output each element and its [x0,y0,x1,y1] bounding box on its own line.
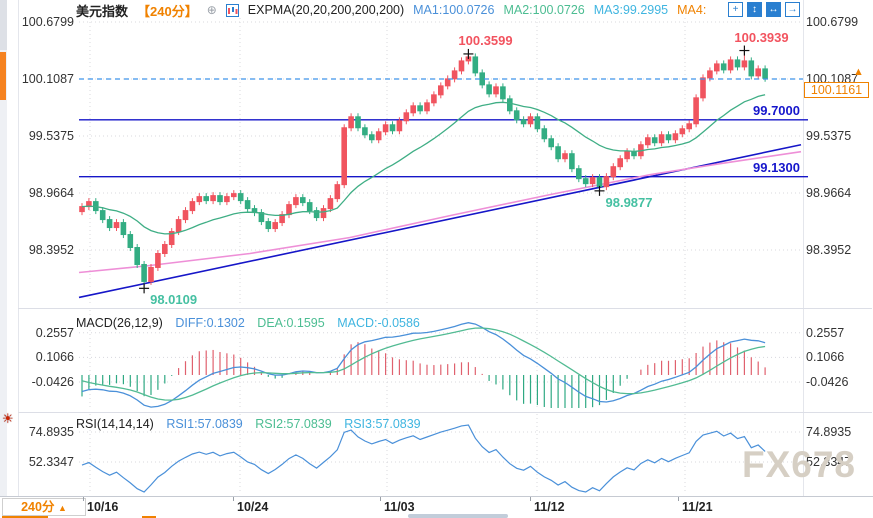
price-tick-label: 100.6799 [21,15,74,29]
rsi2-value: RSI2:57.0839 [255,417,332,431]
macd-tick-label: 0.2557 [35,325,74,340]
date-label: 11/12 [534,500,565,514]
scroll-marker [142,516,156,518]
ma3-value: MA3:99.2995 [593,3,669,17]
indicator-name: EXPMA(20,20,200,200,200) [247,3,405,17]
price-tick-label: 98.3952 [806,242,852,257]
date-tick [380,497,381,501]
macd-tick-label: -0.0426 [31,375,74,390]
price-tick-label: 98.9664 [806,185,852,200]
date-label: 10/24 [237,500,269,514]
date-tick [530,497,531,501]
price-tick-label: 99.5375 [806,129,852,143]
price-tick-label: 100.1087 [21,72,74,86]
date-tick [678,497,679,501]
macd-dea-value: DEA:0.1595 [257,316,325,330]
macd-title: MACD(26,12,9) [76,316,163,330]
macd-panel-header: MACD(26,12,9) DIFF:0.1302 DEA:0.1595 MAC… [76,316,420,330]
zoom-horizontal-icon[interactable]: ↔ [766,2,781,17]
chart-toolbar: + ↕ ↔ → [728,2,800,17]
symbol-name: 美元指数 [76,3,129,19]
rsi3-value: RSI3:57.0839 [344,417,421,431]
ma2-value: MA2:100.0726 [503,3,585,17]
rsi-tick-label: 74.8935 [28,425,74,439]
date-tick [233,497,234,501]
date-tick [83,497,84,501]
date-label: 11/21 [682,500,713,514]
ma1-value: MA1:100.0726 [413,3,495,17]
price-annotation: 98.0109 [150,292,198,308]
pan-icon[interactable]: + [728,2,743,17]
panel-separator-macd [18,308,872,309]
resistance-level-label: 99.7000 [753,102,800,118]
price-annotation: 98.9877 [605,194,653,210]
rsi-tick-label: 74.8935 [806,425,852,439]
scroll-strip-segment [0,0,7,50]
panel-separator-rsi [18,412,872,413]
timeframe-underline [2,516,48,518]
price-up-arrow-icon: ▲ [853,66,864,78]
macd-tick-label: 0.2557 [806,325,845,340]
chart-legend: 美元指数 【240分】 ⊕ EXPMA(20,20,200,200,200) M… [76,2,707,19]
goto-latest-icon[interactable]: → [785,2,800,17]
price-tick-label: 98.9664 [28,185,74,200]
price-annotation: 100.3599 [458,32,513,48]
macd-tick-label: -0.0426 [806,375,849,390]
macd-hist-value: MACD:-0.0586 [337,316,420,330]
rsi-tick-label: 52.3347 [28,455,74,469]
left-axis-border [18,0,19,496]
macd-tick-label: 0.1066 [806,350,845,365]
rsi-panel-header: RSI(14,14,14) RSI1:57.0839 RSI2:57.0839 … [76,417,421,431]
watermark: FX678 [742,444,857,485]
add-indicator-icon[interactable]: ⊕ [206,3,217,17]
date-label: 10/16 [87,500,119,514]
rsi1-value: RSI1:57.0839 [166,417,243,431]
time-axis: 240分 ▲ 10/16 10/24 11/03 11/12 11/21 [0,496,873,518]
horizontal-scrollbar-thumb[interactable] [408,514,508,518]
support-level-label: 99.1300 [753,159,800,175]
price-tick-label: 99.5375 [28,129,74,143]
right-axis-border [803,0,804,496]
rsi-title: RSI(14,14,14) [76,417,154,431]
price-tick-label: 100.6799 [806,15,859,29]
left-scroll-strip[interactable] [0,0,7,518]
zoom-vertical-icon[interactable]: ↕ [747,2,762,17]
scroll-strip-thumb[interactable] [0,52,6,100]
current-price-badge: 100.1161 [804,82,869,98]
macd-tick-label: 0.1066 [35,350,74,365]
timeframe-label[interactable]: 【240分】 [137,3,198,19]
rsi-tick-label: 52.3347 [806,455,852,469]
ma4-value: MA4: [677,3,707,17]
chart-type-icon[interactable] [225,3,239,17]
macd-diff-value: DIFF:0.1302 [175,316,245,330]
price-annotation: 100.3939 [734,29,789,45]
date-label: 11/03 [384,500,415,514]
price-tick-label: 98.3952 [28,242,74,257]
timeframe-button[interactable]: 240分 ▲ [2,498,86,516]
sun-icon[interactable]: ☀ [2,411,14,426]
